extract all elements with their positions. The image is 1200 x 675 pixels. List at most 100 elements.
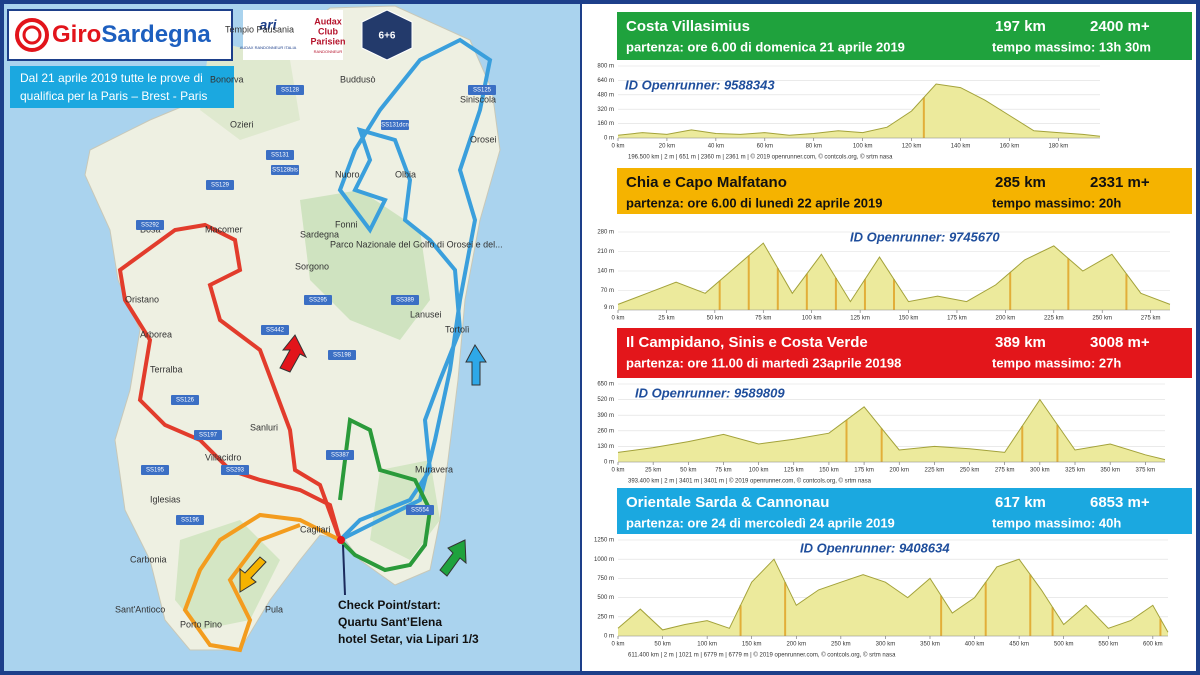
y-tick-label: 210 m	[597, 249, 614, 255]
place-label: Orosei	[470, 134, 497, 144]
route-panel: Orientale Sarda & Cannonau 617 km 6853 m+ p…	[594, 488, 1192, 659]
forest	[200, 40, 300, 140]
x-tick-label: 180 km	[1049, 144, 1069, 150]
route-orange	[182, 512, 341, 653]
route-max-time: tempo massimo: 40h	[992, 515, 1121, 530]
road-label: SS293	[226, 468, 245, 474]
place-label: Tempio Pausania	[225, 24, 294, 34]
route-climb: 6853 m+	[1090, 494, 1150, 511]
road-shield	[261, 325, 289, 335]
place-label: Muravera	[415, 464, 453, 474]
x-tick-label: 225 km	[925, 468, 945, 474]
x-tick-label: 250 km	[831, 642, 851, 648]
partner-logos	[243, 10, 343, 60]
profile-footer: 393.400 km | 2 m | 3401 m | 3401 m | © 2…	[628, 478, 872, 485]
route-start: partenza: ore 6.00 di lunedì 22 aprile 2…	[626, 195, 883, 210]
notice-box	[10, 66, 234, 108]
x-tick-label: 150 km	[899, 316, 919, 322]
x-tick-label: 150 km	[819, 468, 839, 474]
x-tick-label: 300 km	[876, 642, 896, 648]
road-shield	[406, 505, 434, 515]
route-climb: 3008 m+	[1090, 334, 1150, 351]
x-tick-label: 20 km	[659, 144, 675, 150]
road-label: SS387	[331, 453, 350, 459]
place-label: Macomer	[205, 224, 243, 234]
x-tick-label: 25 km	[645, 468, 661, 474]
y-tick-label: 0 m	[604, 136, 614, 142]
place-label: Villacidro	[205, 452, 241, 462]
x-tick-label: 50 km	[680, 468, 696, 474]
x-tick-label: 0 km	[611, 642, 624, 648]
route-distance: 389 km	[995, 334, 1046, 351]
x-tick-label: 200 km	[889, 468, 909, 474]
road-label: SS389	[396, 298, 415, 304]
brand-swirl	[22, 25, 42, 45]
x-tick-label: 275 km	[1141, 316, 1161, 322]
openrunner-id: ID Openrunner: 9745670	[850, 229, 1000, 244]
place-label: Fonni	[335, 219, 358, 229]
route-panel: Chia e Capo Malfatano 285 km 2331 m+ parten…	[597, 168, 1192, 322]
brand-swirl	[15, 18, 49, 52]
x-tick-label: 500 km	[1054, 642, 1074, 648]
y-tick-label: 0 m	[604, 460, 614, 466]
x-tick-label: 140 km	[951, 144, 971, 150]
place-label: Olbia	[395, 169, 416, 179]
checkpoint-line: Check Point/start:	[338, 598, 441, 612]
route-panel: Costa Villasimius 197 km 2400 m+ partenza: …	[597, 12, 1192, 161]
elevation-line	[617, 242, 1171, 305]
brand: GiroSardegna	[52, 21, 211, 48]
x-tick-label: 350 km	[920, 642, 940, 648]
x-tick-label: 120 km	[902, 144, 922, 150]
checkpoint-label: Check Point/start: Quartu Sant’Elena hot…	[338, 598, 479, 646]
x-tick-label: 600 km	[1143, 642, 1163, 648]
road-shield	[468, 85, 496, 95]
profile-footer: 611.400 km | 2 m | 1021 m | 6779 m | 677…	[628, 652, 896, 659]
road-label: SS125	[473, 88, 492, 94]
acp-logo: Club	[318, 26, 338, 36]
x-tick-label: 300 km	[1030, 468, 1050, 474]
ari-logo: ari	[259, 17, 277, 33]
place-label: Siniscola	[460, 94, 496, 104]
place-label: Ozieri	[230, 119, 254, 129]
place-label: Pula	[265, 604, 283, 614]
y-tick-label: 520 m	[597, 397, 614, 403]
road-shield	[136, 220, 164, 230]
road-shield	[391, 295, 419, 305]
x-tick-label: 0 km	[611, 316, 624, 322]
road-shield	[326, 450, 354, 460]
road-shield	[194, 430, 222, 440]
route-start: partenza: ore 24 di mercoledì 24 aprile …	[626, 515, 895, 530]
place-label: Iglesias	[150, 494, 181, 504]
y-tick-label: 640 m	[597, 78, 614, 84]
brand-a: Giro	[52, 21, 101, 48]
y-tick-label: 500 m	[597, 595, 614, 601]
road-shield	[266, 150, 294, 160]
route-header	[617, 488, 1192, 534]
six-text: 6+6	[379, 31, 396, 42]
road-label: SS129	[211, 183, 230, 189]
arrow-blue	[465, 344, 487, 386]
place-label: Arborea	[140, 329, 172, 339]
route-distance: 285 km	[995, 174, 1046, 191]
acp-logo: Parisien	[310, 36, 345, 46]
x-tick-label: 125 km	[784, 468, 804, 474]
place-label: Buddusò	[340, 74, 376, 84]
route-distance: 197 km	[995, 18, 1046, 35]
route-header	[617, 12, 1192, 60]
x-tick-label: 250 km	[960, 468, 980, 474]
y-tick-label: 1000 m	[594, 557, 614, 563]
place-label: Sanluri	[250, 422, 278, 432]
road-shield	[381, 120, 409, 130]
y-tick-label: 250 m	[597, 614, 614, 620]
route-header	[617, 328, 1192, 378]
y-tick-label: 70 m	[601, 288, 614, 294]
x-tick-label: 40 km	[708, 144, 724, 150]
elevation-area	[618, 399, 1165, 462]
y-tick-label: 280 m	[597, 230, 614, 236]
openrunner-id: ID Openrunner: 9408634	[800, 540, 950, 555]
route-name: Orientale Sarda & Cannonau	[626, 494, 829, 511]
road-label: SS195	[146, 468, 165, 474]
acp-sub: RANDONNEUR	[314, 49, 343, 54]
route-blue	[337, 37, 493, 542]
route-max-time: tempo massimo: 20h	[992, 195, 1121, 210]
